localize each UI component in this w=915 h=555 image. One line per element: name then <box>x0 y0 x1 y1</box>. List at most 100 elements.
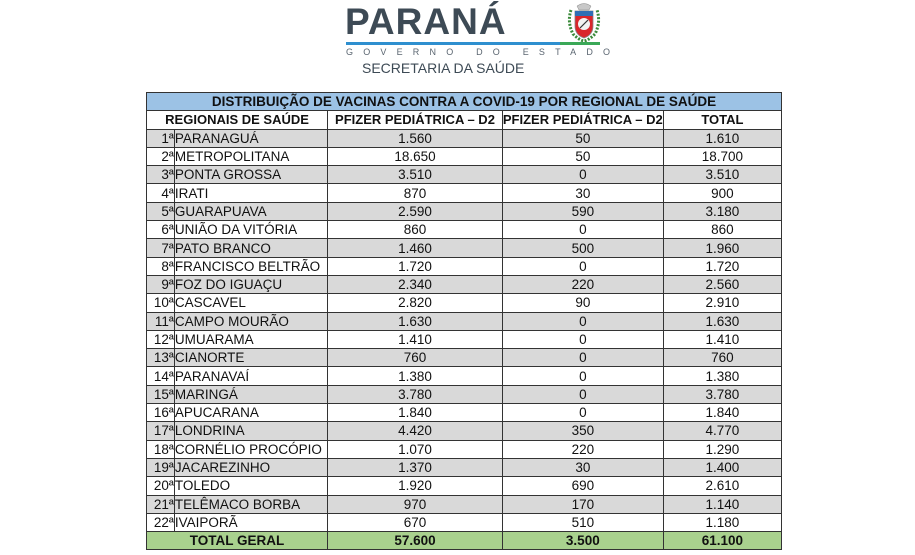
table-row: 10ª CASCAVEL 2.820 90 2.910 <box>146 293 783 313</box>
pfizer-d2-value-2: 590 <box>501 201 664 222</box>
regional-name: CORNÉLIO PROCÓPIO <box>173 439 329 459</box>
pfizer-d2-value: 1.410 <box>327 329 503 350</box>
row-number: 5ª <box>146 201 175 222</box>
regional-name: CIANORTE <box>173 348 329 368</box>
row-total: 1.410 <box>662 329 783 350</box>
regional-name: LONDRINA <box>173 421 329 441</box>
pfizer-d2-value-2: 350 <box>501 421 664 441</box>
table-row: 9ª FOZ DO IGUAÇU 2.340 220 2.560 <box>146 274 783 295</box>
regional-name: GUARAPUAVA <box>173 201 329 222</box>
pfizer-d2-value: 970 <box>327 494 503 514</box>
pfizer-d2-value: 1.460 <box>327 238 503 258</box>
pfizer-d2-value-2: 30 <box>501 457 664 478</box>
row-total: 1.290 <box>662 439 783 459</box>
table-row: 16ª APUCARANA 1.840 0 1.840 <box>146 403 783 423</box>
table-row: 21ª TELÊMACO BORBA 970 170 1.140 <box>146 494 783 514</box>
table-row: 19ª JACAREZINHO 1.370 30 1.400 <box>146 457 783 478</box>
pfizer-d2-value-2: 0 <box>501 348 664 368</box>
table-body: 1ª PARANAGUÁ 1.560 50 1.610 2ª METROPOLITANA 18… <box>146 128 783 533</box>
pfizer-d2-value-2: 50 <box>501 146 664 167</box>
regional-name: PARANAVAÍ <box>173 366 329 386</box>
table-row: 22ª IVAIPORÃ 670 510 1.180 <box>146 512 783 533</box>
regional-name: CAMPO MOURÃO <box>173 311 329 331</box>
logo-divider-blue <box>346 42 560 45</box>
regional-name: UNIÃO DA VITÓRIA <box>173 220 329 240</box>
table-row: 3ª PONTA GROSSA 3.510 0 3.510 <box>146 165 783 185</box>
column-header-total: TOTAL <box>662 110 783 130</box>
regional-name: MARINGÁ <box>173 384 329 405</box>
pfizer-d2-value-2: 30 <box>501 183 664 203</box>
row-total: 1.720 <box>662 256 783 276</box>
pfizer-d2-value-2: 0 <box>501 366 664 386</box>
row-total: 1.400 <box>662 457 783 478</box>
brand-wordmark: PARANÁ <box>345 1 507 42</box>
row-number: 19ª <box>146 457 175 478</box>
pfizer-d2-value-2: 0 <box>501 384 664 405</box>
pfizer-d2-value-2: 90 <box>501 293 664 313</box>
table-row: 7ª PATO BRANCO 1.460 500 1.960 <box>146 238 783 258</box>
pfizer-d2-value: 18.650 <box>327 146 503 167</box>
row-number: 21ª <box>146 494 175 514</box>
table-row: 11ª CAMPO MOURÃO 1.630 0 1.630 <box>146 311 783 331</box>
table-row: 2ª METROPOLITANA 18.650 50 18.700 <box>146 146 783 167</box>
pfizer-d2-value: 1.840 <box>327 403 503 423</box>
total-row: TOTAL GERAL 57.600 3.500 61.100 <box>145 531 783 551</box>
row-total: 1.380 <box>662 366 783 386</box>
table-title-row: DISTRIBUIÇÃO DE VACINAS CONTRA A COVID-1… <box>146 91 782 112</box>
row-number: 1ª <box>146 128 175 148</box>
pfizer-d2-value: 1.380 <box>327 366 503 386</box>
row-number: 15ª <box>146 384 175 405</box>
row-number: 9ª <box>146 274 175 295</box>
regional-name: METROPOLITANA <box>173 146 329 167</box>
pfizer-d2-value: 860 <box>327 220 503 240</box>
pfizer-d2-value: 670 <box>327 512 503 533</box>
row-number: 6ª <box>146 220 175 240</box>
row-total: 2.560 <box>662 274 783 295</box>
row-number: 13ª <box>146 348 175 368</box>
pfizer-d2-value-2: 0 <box>501 329 664 350</box>
pfizer-d2-value: 870 <box>327 183 503 203</box>
regional-name: FRANCISCO BELTRÃO <box>173 256 329 276</box>
total-pfizer-2: 3.500 <box>501 531 664 551</box>
coat-of-arms-icon <box>567 3 601 42</box>
row-number: 18ª <box>146 439 175 459</box>
row-number: 17ª <box>146 421 175 441</box>
row-number: 3ª <box>146 165 175 185</box>
row-total: 1.140 <box>662 494 783 514</box>
row-total: 1.630 <box>662 311 783 331</box>
pfizer-d2-value: 1.370 <box>327 457 503 478</box>
row-total: 3.180 <box>662 201 783 222</box>
pfizer-d2-value-2: 170 <box>501 494 664 514</box>
pfizer-d2-value: 1.920 <box>327 476 503 496</box>
row-number: 2ª <box>146 146 175 167</box>
table-row: 20ª TOLEDO 1.920 690 2.610 <box>146 476 783 496</box>
column-header-pfizer-2: PFIZER PEDIÁTRICA – D2 <box>501 110 664 130</box>
table-row: 5ª GUARAPUAVA 2.590 590 3.180 <box>146 201 783 222</box>
table-row: 15ª MARINGÁ 3.780 0 3.780 <box>146 384 783 405</box>
regional-name: FOZ DO IGUAÇU <box>173 274 329 295</box>
table-row: 12ª UMUARAMA 1.410 0 1.410 <box>146 329 783 350</box>
pfizer-d2-value: 1.070 <box>327 439 503 459</box>
regional-name: PARANAGUÁ <box>173 128 329 148</box>
pfizer-d2-value-2: 0 <box>501 220 664 240</box>
row-number: 7ª <box>146 238 175 258</box>
row-number: 12ª <box>146 329 175 350</box>
row-total: 18.700 <box>662 146 783 167</box>
pfizer-d2-value-2: 0 <box>501 165 664 185</box>
column-header-pfizer-1: PFIZER PEDIÁTRICA – D2 <box>327 110 503 130</box>
pfizer-d2-value: 3.510 <box>327 165 503 185</box>
pfizer-d2-value: 1.560 <box>327 128 503 148</box>
pfizer-d2-value: 2.590 <box>327 201 503 222</box>
row-number: 4ª <box>146 183 175 203</box>
table-row: 1ª PARANAGUÁ 1.560 50 1.610 <box>146 128 783 148</box>
table-row: 4ª IRATI 870 30 900 <box>146 183 783 203</box>
department-name: SECRETARIA DA SAÚDE <box>362 60 525 76</box>
pfizer-d2-value: 2.820 <box>327 293 503 313</box>
row-total: 1.960 <box>662 238 783 258</box>
row-number: 14ª <box>146 366 175 386</box>
row-number: 20ª <box>146 476 175 496</box>
total-overall: 61.100 <box>662 531 783 551</box>
regional-name: UMUARAMA <box>173 329 329 350</box>
pfizer-d2-value: 1.630 <box>327 311 503 331</box>
row-number: 22ª <box>146 512 175 533</box>
